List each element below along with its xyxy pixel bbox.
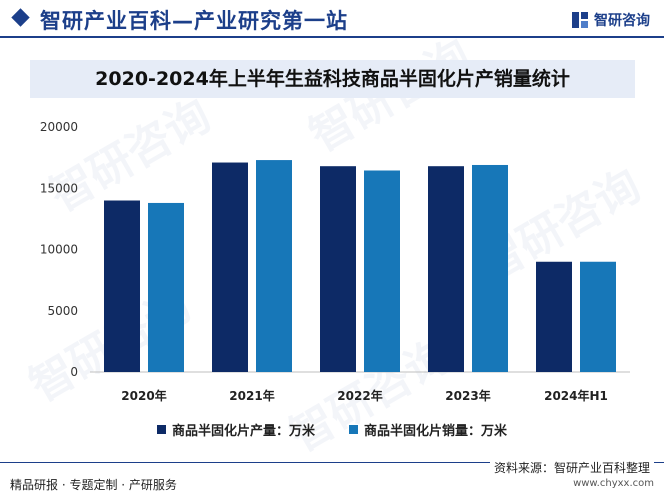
chart-title: 2020-2024年上半年生益科技商品半固化片产销量统计 — [95, 68, 570, 90]
x-tick-label: 2021年 — [229, 388, 274, 403]
bar-sales — [580, 261, 616, 372]
bar-sales — [472, 164, 508, 372]
title-band — [30, 60, 635, 98]
footer-source: 资料来源：智研产业百科整理 www.chyxx.com — [489, 459, 654, 489]
bar-production — [428, 166, 464, 372]
header-bar: 智研产业百科—产业研究第一站 智研咨询 — [0, 0, 664, 40]
logo-text: 智研咨询 — [594, 13, 650, 29]
x-tick-label: 2022年 — [337, 388, 382, 403]
header-divider — [0, 36, 664, 38]
legend-label: 商品半固化片产量：万米 — [171, 424, 315, 439]
legend-item-sales: 商品半固化片销量：万米 — [349, 420, 507, 439]
footer-divider — [0, 462, 664, 463]
bar-production — [536, 261, 572, 372]
bar-production — [212, 162, 248, 372]
legend-swatch — [156, 425, 166, 434]
y-tick-label: 15000 — [40, 181, 78, 195]
y-tick-label: 20000 — [40, 120, 78, 134]
bar-production — [320, 166, 356, 372]
y-tick-label: 10000 — [40, 243, 78, 257]
y-tick-label: 5000 — [47, 304, 78, 318]
diamond-icon — [11, 8, 30, 27]
brand-title: 智研产业百科—产业研究第一站 — [40, 9, 348, 33]
legend-item-production: 商品半固化片产量：万米 — [156, 420, 315, 439]
legend-swatch — [349, 425, 358, 434]
y-tick-label: 0 — [70, 365, 78, 379]
x-tick-label: 2020年 — [121, 388, 166, 403]
x-tick-label: 2023年 — [445, 388, 490, 403]
x-tick-label: 2024年H1 — [544, 388, 608, 403]
bar-chart: 0 5000 10000 15000 20000 2020年 2021年 2022年 2023年… — [40, 120, 630, 403]
source-url: www.chyxx.com — [573, 478, 654, 489]
chart-legend: 商品半固化片产量：万米 商品半固化片销量：万米 — [0, 420, 664, 439]
brand-logo: 智研咨询 — [571, 10, 650, 30]
bar-production — [104, 200, 140, 372]
bar-sales — [364, 170, 400, 372]
logo-icon — [572, 12, 588, 28]
legend-label: 商品半固化片销量：万米 — [364, 424, 508, 439]
bar-sales — [256, 160, 292, 372]
source-text: 资料来源：智研产业百科整理 — [489, 459, 654, 476]
footer-services: 精品研报 · 专题定制 · 产研服务 — [10, 478, 177, 492]
bar-sales — [148, 202, 184, 372]
